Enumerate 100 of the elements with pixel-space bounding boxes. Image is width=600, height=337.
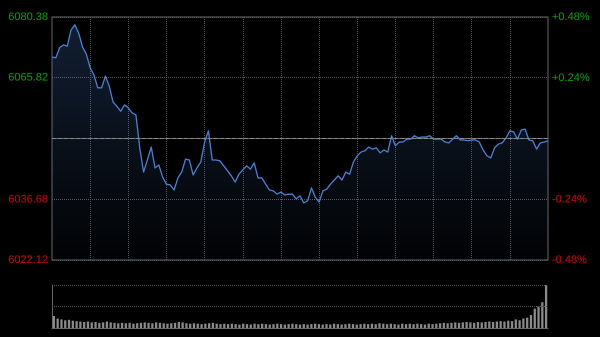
bar [306, 324, 309, 328]
bar [496, 322, 498, 328]
bar [534, 308, 536, 328]
bar [348, 324, 350, 328]
bar [264, 324, 268, 328]
bar [514, 319, 517, 328]
bar [397, 324, 400, 328]
bar [322, 324, 324, 328]
bar [132, 324, 135, 328]
bar [454, 322, 456, 328]
bar [469, 322, 472, 328]
bar [72, 320, 74, 328]
bar [428, 324, 430, 328]
bar [261, 324, 264, 328]
bar [473, 322, 476, 328]
bar [302, 324, 305, 328]
bar [310, 324, 312, 328]
y-tick-label: 6065.82 [8, 72, 48, 84]
bar [272, 324, 275, 328]
bar [332, 324, 336, 328]
bar [314, 324, 316, 328]
bar [230, 324, 233, 328]
bar [110, 322, 112, 328]
bar [242, 324, 244, 328]
y-tick-label: 6036.68 [8, 193, 48, 206]
bar [238, 324, 241, 328]
bar [117, 323, 120, 328]
bar [102, 322, 104, 328]
bar [189, 324, 192, 328]
bar [404, 324, 408, 328]
bar [250, 324, 252, 328]
bar [151, 323, 154, 328]
bar [56, 318, 59, 328]
bar [144, 322, 146, 328]
bar [370, 324, 374, 328]
bar [526, 318, 528, 328]
bar [325, 324, 328, 328]
bar [162, 323, 165, 328]
bar [166, 324, 169, 328]
bar [340, 324, 343, 328]
bar [352, 324, 354, 328]
y-tick-label: 6080.38 [8, 11, 48, 23]
bar [280, 324, 282, 328]
bar [488, 322, 490, 328]
bar [480, 322, 483, 328]
bar [318, 324, 320, 328]
bar [295, 324, 298, 328]
bar [284, 324, 286, 328]
bar [298, 324, 302, 328]
bar [90, 322, 93, 328]
bar [124, 323, 127, 328]
bar [170, 323, 172, 328]
bar [394, 324, 396, 328]
bar [200, 324, 203, 328]
bar [507, 320, 510, 328]
bar [276, 324, 278, 328]
y2-tick-label: -0.24% [552, 193, 588, 206]
bar [216, 324, 218, 328]
bar [390, 324, 392, 328]
bar [359, 324, 362, 328]
bar [401, 324, 404, 328]
bar [446, 323, 449, 328]
bar [344, 324, 347, 328]
bar [356, 324, 358, 328]
bar [386, 324, 388, 328]
bar [367, 324, 370, 328]
bar [442, 322, 446, 328]
bar [435, 324, 438, 328]
y2-tick-label: +0.24% [552, 72, 590, 84]
bar [363, 324, 366, 328]
bar [128, 322, 131, 328]
bar [420, 324, 422, 328]
bar [268, 324, 271, 328]
bar [219, 324, 222, 328]
y2-tick-label: +0.48% [552, 11, 590, 23]
bar [181, 322, 184, 328]
bar [257, 324, 260, 328]
bar [500, 321, 502, 328]
y-tick-label: 6022.12 [8, 254, 48, 266]
bar [408, 324, 411, 328]
bar [226, 324, 230, 328]
bar [416, 324, 419, 328]
bar [431, 324, 434, 328]
bar [208, 323, 210, 328]
bar [98, 322, 100, 328]
bar [374, 324, 377, 328]
bar [462, 322, 464, 328]
bar [246, 324, 248, 328]
y2-tick-label: -0.48% [552, 254, 588, 266]
bar [424, 324, 426, 328]
bar [253, 324, 256, 328]
bar [83, 322, 86, 328]
bar [234, 324, 237, 328]
bar [136, 323, 138, 328]
bar [336, 324, 339, 328]
bar [154, 322, 158, 328]
bar [64, 320, 66, 328]
bar [288, 324, 290, 328]
bar [204, 324, 206, 328]
bar [291, 324, 294, 328]
